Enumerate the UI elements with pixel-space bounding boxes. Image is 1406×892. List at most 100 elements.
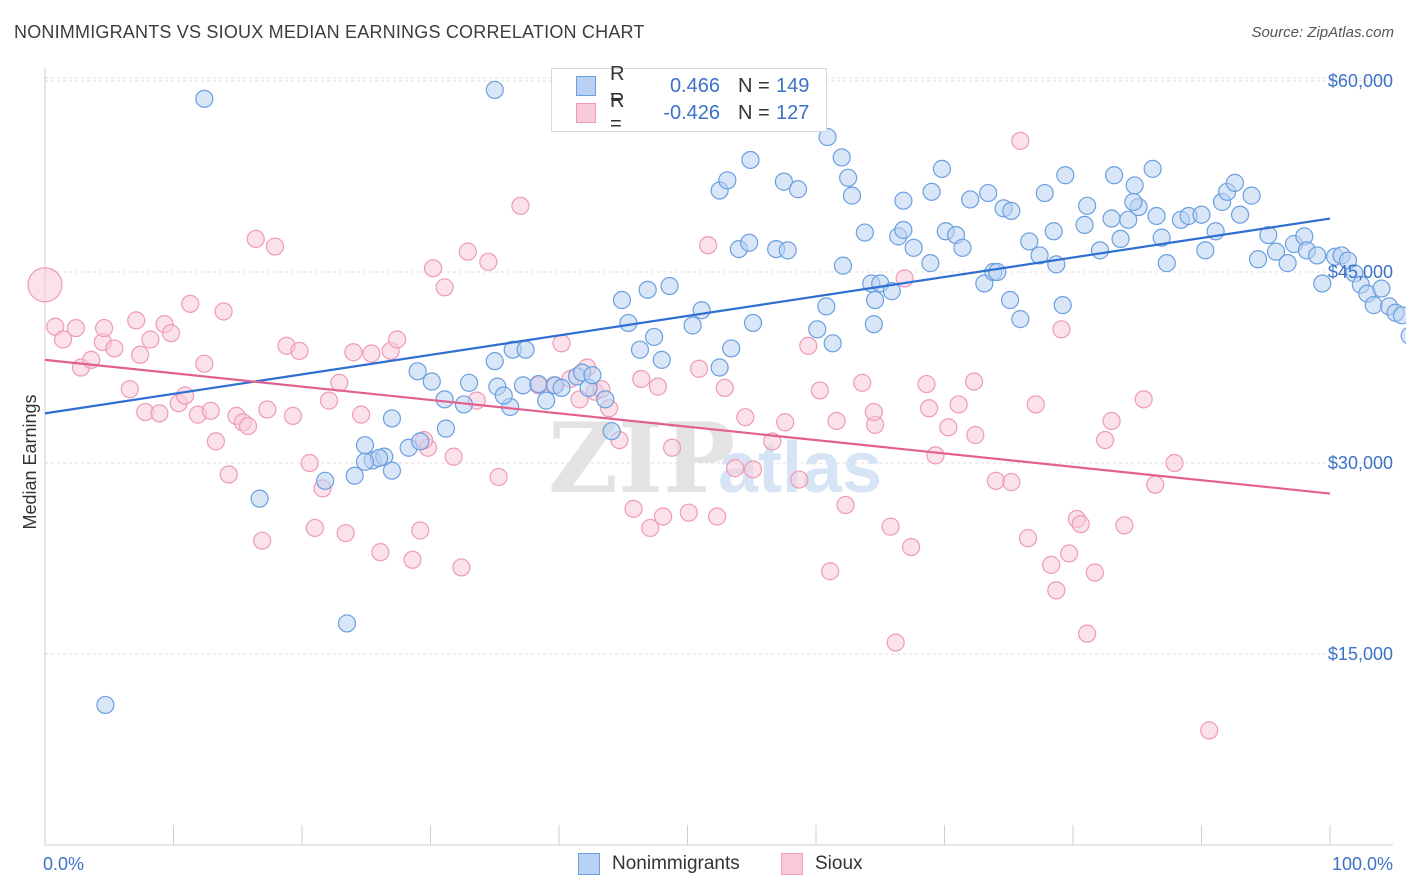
nonimmigrants-point: [1044, 222, 1063, 241]
sioux-point: [27, 267, 63, 303]
nonimmigrants-point: [382, 409, 402, 428]
nonimmigrants-point: [195, 89, 214, 108]
nonimmigrants-point: [855, 223, 874, 242]
nonimmigrants-point: [988, 262, 1007, 282]
sioux-point: [435, 278, 454, 297]
nonimmigrants-point: [1313, 274, 1332, 293]
nonimmigrants-point: [516, 340, 535, 359]
watermark-zip: ZIP: [548, 402, 735, 515]
nonimmigrants-point: [1230, 205, 1250, 224]
nonimmigrants-point: [1020, 232, 1039, 251]
legend-row-sioux: R = -0.426 N = 127: [576, 90, 809, 135]
sioux-point: [161, 324, 181, 343]
sioux-point: [725, 459, 745, 478]
sioux-point: [219, 465, 238, 484]
correlation-legend: R = 0.466 N = 149 R = -0.426 N = 127: [551, 63, 827, 135]
y-tick-label: $45,000: [1328, 262, 1393, 282]
nonimmigrants-point: [485, 352, 504, 371]
legend-r-value: 0.466: [669, 74, 720, 97]
nonimmigrants-point: [630, 340, 650, 359]
nonimmigrants-point: [644, 327, 664, 347]
sioux-point: [130, 345, 150, 364]
legend-n-label: N =: [738, 101, 770, 124]
sioux-point: [886, 633, 905, 652]
legend-item-nonimmigrants: Nonimmigrants: [578, 852, 740, 876]
nonimmigrants-point: [683, 316, 702, 335]
sioux-point: [1200, 721, 1219, 740]
nonimmigrants-point: [652, 350, 671, 369]
x-tick-labels: 0.0% 100.0%: [43, 854, 1393, 874]
sioux-point: [344, 343, 363, 362]
sioux-point: [966, 425, 985, 445]
sioux-point: [181, 294, 200, 313]
nonimmigrants-point: [882, 282, 901, 301]
nonimmigrants-point: [833, 256, 853, 275]
sioux-point: [411, 521, 430, 540]
legend-n-value: 149: [776, 74, 810, 97]
nonimmigrants-point: [355, 436, 375, 455]
sioux-point: [1018, 529, 1038, 548]
sioux-point: [1102, 411, 1121, 431]
sioux-point: [964, 372, 984, 391]
sioux-point: [352, 405, 371, 424]
sioux-point: [679, 503, 698, 522]
sioux-point: [939, 418, 958, 437]
sioux-point: [1011, 131, 1030, 150]
nonimmigrants-point: [1078, 196, 1097, 215]
nonimmigrants-point: [741, 150, 760, 170]
trend-lines: [44, 217, 1331, 495]
legend-swatch-pink: [576, 103, 596, 123]
sioux-point: [881, 517, 900, 536]
nonimmigrants-point: [894, 191, 913, 210]
nonimmigrants-point: [612, 290, 632, 310]
sioux-trend-line: [44, 358, 1331, 495]
sioux-point: [698, 236, 718, 255]
y-tick-label: $30,000: [1328, 453, 1393, 473]
sioux-point: [821, 562, 840, 581]
nonimmigrants-point: [1196, 241, 1215, 260]
sioux-point: [371, 543, 390, 562]
sioux-point: [423, 259, 443, 278]
sioux-point: [707, 507, 727, 526]
sioux-points: [27, 131, 1219, 740]
nonimmigrants-point: [337, 614, 357, 633]
legend-swatch-blue: [578, 853, 600, 875]
nonimmigrants-point: [710, 358, 729, 377]
sioux-point: [283, 406, 303, 425]
sioux-point: [253, 531, 272, 550]
nonimmigrants-point: [961, 190, 980, 209]
nonimmigrants-point: [513, 376, 533, 395]
sioux-point: [1026, 395, 1045, 414]
nonimmigrants-point: [1056, 166, 1075, 185]
legend-r-label: R =: [610, 90, 625, 135]
nonimmigrants-point: [842, 186, 862, 205]
nonimmigrants-point: [422, 372, 441, 391]
source-label: Source: ZipAtlas.com: [1251, 24, 1394, 41]
nonimmigrants-point: [866, 290, 885, 310]
nonimmigrants-point: [1248, 250, 1268, 269]
sioux-point: [330, 373, 349, 392]
nonimmigrants-point: [638, 280, 657, 299]
nonimmigrants-point: [1000, 290, 1020, 310]
nonimmigrants-point: [1143, 159, 1162, 178]
sioux-point: [662, 438, 682, 457]
nonimmigrants-point: [743, 313, 763, 333]
nonimmigrants-point: [552, 378, 571, 397]
nonimmigrants-point: [722, 339, 741, 358]
sioux-point: [836, 495, 855, 515]
sioux-point: [1060, 544, 1079, 563]
nonimmigrants-points: [96, 80, 1406, 715]
sioux-point: [201, 401, 220, 420]
legend-label-sioux: Sioux: [815, 853, 863, 874]
sioux-point: [790, 470, 809, 489]
legend-label-nonimmigrants: Nonimmigrants: [612, 853, 740, 874]
nonimmigrants-point: [537, 391, 556, 410]
nonimmigrants-point: [494, 386, 513, 405]
nonimmigrants-point: [922, 182, 941, 201]
sioux-point: [926, 446, 945, 465]
nonimmigrants-point: [740, 233, 759, 252]
nonimmigrants-point: [1105, 166, 1124, 185]
sioux-point: [265, 237, 285, 256]
sioux-point: [246, 229, 265, 249]
nonimmigrants-point: [979, 183, 998, 203]
